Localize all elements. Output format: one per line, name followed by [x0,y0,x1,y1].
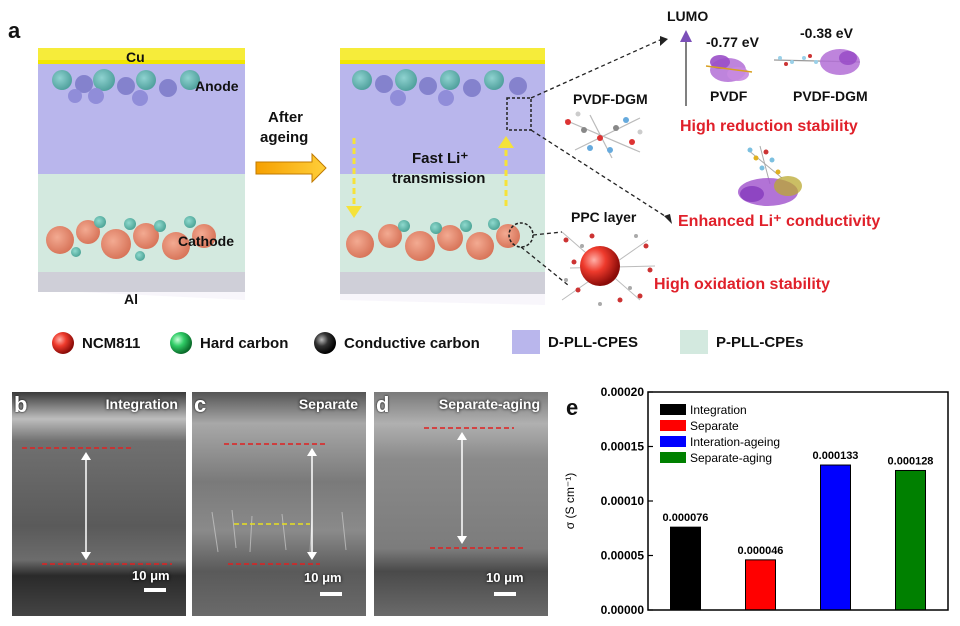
legend-entry: Integration [690,403,747,417]
transmission-label: transmission [392,170,486,187]
legend-d-pll-cpes: D-PLL-CPES [512,330,638,354]
al-label: Al [124,291,138,307]
black-sphere-icon [314,332,336,354]
bar-value-label: 0.000046 [738,545,784,557]
green-sphere-icon [170,332,192,354]
y-tick-label: 0.00015 [601,440,645,454]
li-conductivity-orbital [738,145,802,206]
cell-left [38,48,245,300]
cathode-label: Cathode [178,233,234,249]
lavender-square-icon [512,330,540,354]
legend-label: Hard carbon [200,334,289,352]
legend-label: P-PLL-CPEs [716,333,804,351]
scale-bar-label: 10 μm [486,570,524,585]
pvdf-dgm-label: PVDF-DGM [573,91,648,107]
after-label: After [268,109,304,126]
anode-label: Anode [195,78,239,94]
bar-value-label: 0.000133 [813,450,859,462]
cu-label: Cu [126,49,145,65]
sem-title: Separate [298,396,358,412]
y-axis-label: σ (S cm⁻¹) [563,473,577,529]
legend-label: D-PLL-CPES [548,333,638,351]
ppc-molecule [561,231,656,306]
li-conductivity-claim: Enhanced Li⁺ conductivity [678,213,881,230]
legend-swatch [660,436,686,447]
sem-image [374,392,548,616]
pvdf-name-label: PVDF [710,88,748,104]
dgm-lumo-value: -0.38 eV [800,25,853,41]
legend-swatch [660,452,686,463]
pvdf-dgm-molecule [564,111,643,159]
dgm-name-label: PVDF-DGM [793,88,868,104]
y-tick-label: 0.00005 [601,549,645,563]
sem-panel-c: c Separate 10 μm [192,392,366,616]
fast-li-label: Fast Li⁺ [412,150,469,167]
legend-entry: Separate [690,419,739,433]
sem-letter: d [376,392,390,417]
panel-e-letter: e [566,395,579,420]
cell-right [340,48,545,305]
y-tick-label: 0.00020 [601,385,645,399]
sem-panel-b: b Integration 10 μm [12,392,186,616]
sem-image [12,392,186,616]
bar-separate-aging [895,469,926,611]
legend-p-pll-cpes: P-PLL-CPEs [680,330,804,354]
bar-integration [670,526,701,611]
legend-hard-carbon: Hard carbon [168,330,288,356]
sem-image [192,392,366,616]
legend-entry: Separate-aging [690,451,772,465]
legend-label: Conductive carbon [344,334,480,352]
ageing-label: ageing [260,129,309,146]
legend-swatch [660,404,686,415]
legend-swatch [660,420,686,431]
scale-bar-label: 10 μm [304,570,342,585]
y-tick-label: 0.00010 [601,494,645,508]
lumo-label: LUMO [667,8,709,24]
sem-panel-d: d Separate-aging 10 μm [374,392,548,616]
scale-bar-label: 10 μm [132,568,170,583]
mint-square-icon [680,330,708,354]
y-tick-label: 0.00000 [601,603,645,617]
bar-separate [745,559,776,611]
panel-a-letter: a [8,18,21,43]
panel-a-schematic [38,30,861,306]
lumo-axis [680,30,692,106]
legend-conductive-carbon: Conductive carbon [312,330,480,356]
reduction-stability-claim: High reduction stability [680,118,858,135]
ppc-layer-label: PPC layer [571,209,637,225]
bar-interation-ageing [820,464,851,611]
bar-value-label: 0.000076 [663,512,709,524]
conductivity-bar-chart: 0.00000 0.00005 0.00010 0.00015 0.00020 0.00… [563,385,949,617]
sem-letter: c [194,392,207,417]
pvdf-dgm-orbital [773,49,861,75]
oxidation-stability-claim: High oxidation stability [654,276,831,293]
pvdf-lumo-value: -0.77 eV [706,34,759,50]
sem-title: Separate-aging [438,396,540,412]
ageing-arrow [255,152,327,184]
sem-title: Integration [105,396,178,412]
legend-ncm811: NCM811 [50,330,140,356]
bar-value-label: 0.000128 [888,455,934,467]
red-sphere-icon [52,332,74,354]
legend-label: NCM811 [82,334,141,352]
sem-letter: b [14,392,28,417]
pvdf-orbital [705,55,753,82]
legend-entry: Interation-ageing [690,435,780,449]
